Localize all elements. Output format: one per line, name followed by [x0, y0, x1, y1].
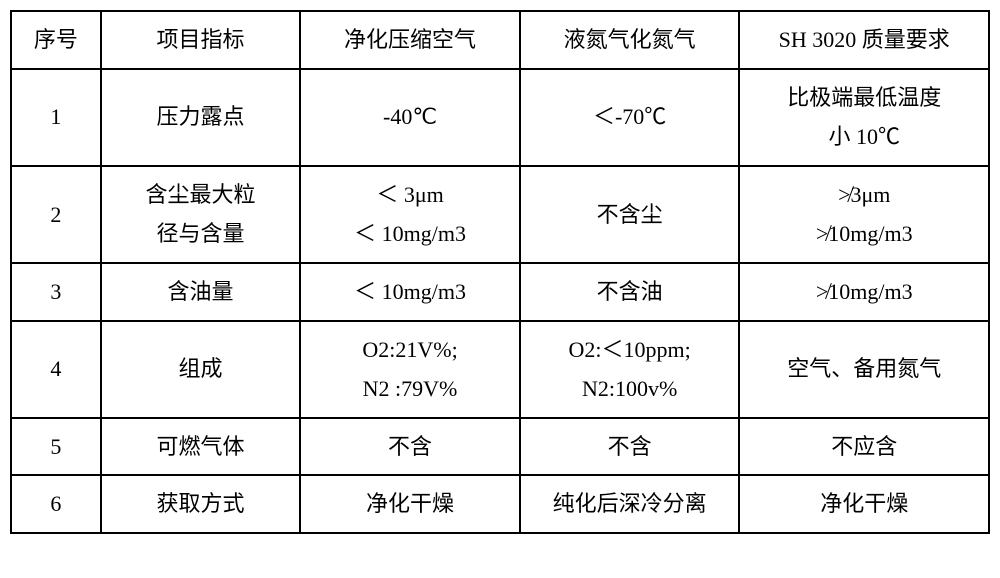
- cell-compressed: O2:21V%; N2 :79V%: [300, 321, 520, 418]
- cell-sh3020: 比极端最低温度 小 10℃: [739, 69, 989, 166]
- cell-seq: 4: [11, 321, 101, 418]
- cell-compressed: -40℃: [300, 69, 520, 166]
- cell-sh3020: 空气、备用氮气: [739, 321, 989, 418]
- header-sh3020: SH 3020 质量要求: [739, 11, 989, 69]
- cell-compressed: ＜ 10mg/m3: [300, 263, 520, 321]
- cell-nitrogen: 纯化后深冷分离: [520, 475, 740, 533]
- cell-indicator: 含油量: [101, 263, 300, 321]
- cell-compressed: 不含: [300, 418, 520, 476]
- cell-nitrogen: 不含尘: [520, 166, 740, 263]
- cell-nitrogen: 不含: [520, 418, 740, 476]
- cell-indicator: 可燃气体: [101, 418, 300, 476]
- cell-seq: 6: [11, 475, 101, 533]
- table-row: 2 含尘最大粒 径与含量 ＜ 3μm ＜ 10mg/m3 不含尘 ≯3μm ≯1…: [11, 166, 989, 263]
- table-row: 6 获取方式 净化干燥 纯化后深冷分离 净化干燥: [11, 475, 989, 533]
- cell-sh3020: 不应含: [739, 418, 989, 476]
- cell-nitrogen: 不含油: [520, 263, 740, 321]
- header-nitrogen: 液氮气化氮气: [520, 11, 740, 69]
- cell-seq: 5: [11, 418, 101, 476]
- cell-indicator: 获取方式: [101, 475, 300, 533]
- header-indicator: 项目指标: [101, 11, 300, 69]
- table-row: 3 含油量 ＜ 10mg/m3 不含油 ≯10mg/m3: [11, 263, 989, 321]
- cell-indicator: 压力露点: [101, 69, 300, 166]
- table-row: 5 可燃气体 不含 不含 不应含: [11, 418, 989, 476]
- cell-indicator: 组成: [101, 321, 300, 418]
- cell-nitrogen: O2:＜10ppm; N2:100v%: [520, 321, 740, 418]
- cell-sh3020: ≯10mg/m3: [739, 263, 989, 321]
- cell-compressed: 净化干燥: [300, 475, 520, 533]
- cell-seq: 1: [11, 69, 101, 166]
- header-seq: 序号: [11, 11, 101, 69]
- cell-nitrogen: ＜-70℃: [520, 69, 740, 166]
- cell-sh3020: ≯3μm ≯10mg/m3: [739, 166, 989, 263]
- table-body: 1 压力露点 -40℃ ＜-70℃ 比极端最低温度 小 10℃ 2 含尘最大粒 …: [11, 69, 989, 533]
- cell-sh3020: 净化干燥: [739, 475, 989, 533]
- cell-seq: 2: [11, 166, 101, 263]
- table-row: 4 组成 O2:21V%; N2 :79V% O2:＜10ppm; N2:100…: [11, 321, 989, 418]
- cell-indicator: 含尘最大粒 径与含量: [101, 166, 300, 263]
- cell-seq: 3: [11, 263, 101, 321]
- comparison-table: 序号 项目指标 净化压缩空气 液氮气化氮气 SH 3020 质量要求 1 压力露…: [10, 10, 990, 534]
- header-compressed: 净化压缩空气: [300, 11, 520, 69]
- cell-compressed: ＜ 3μm ＜ 10mg/m3: [300, 166, 520, 263]
- table-row: 1 压力露点 -40℃ ＜-70℃ 比极端最低温度 小 10℃: [11, 69, 989, 166]
- table-header-row: 序号 项目指标 净化压缩空气 液氮气化氮气 SH 3020 质量要求: [11, 11, 989, 69]
